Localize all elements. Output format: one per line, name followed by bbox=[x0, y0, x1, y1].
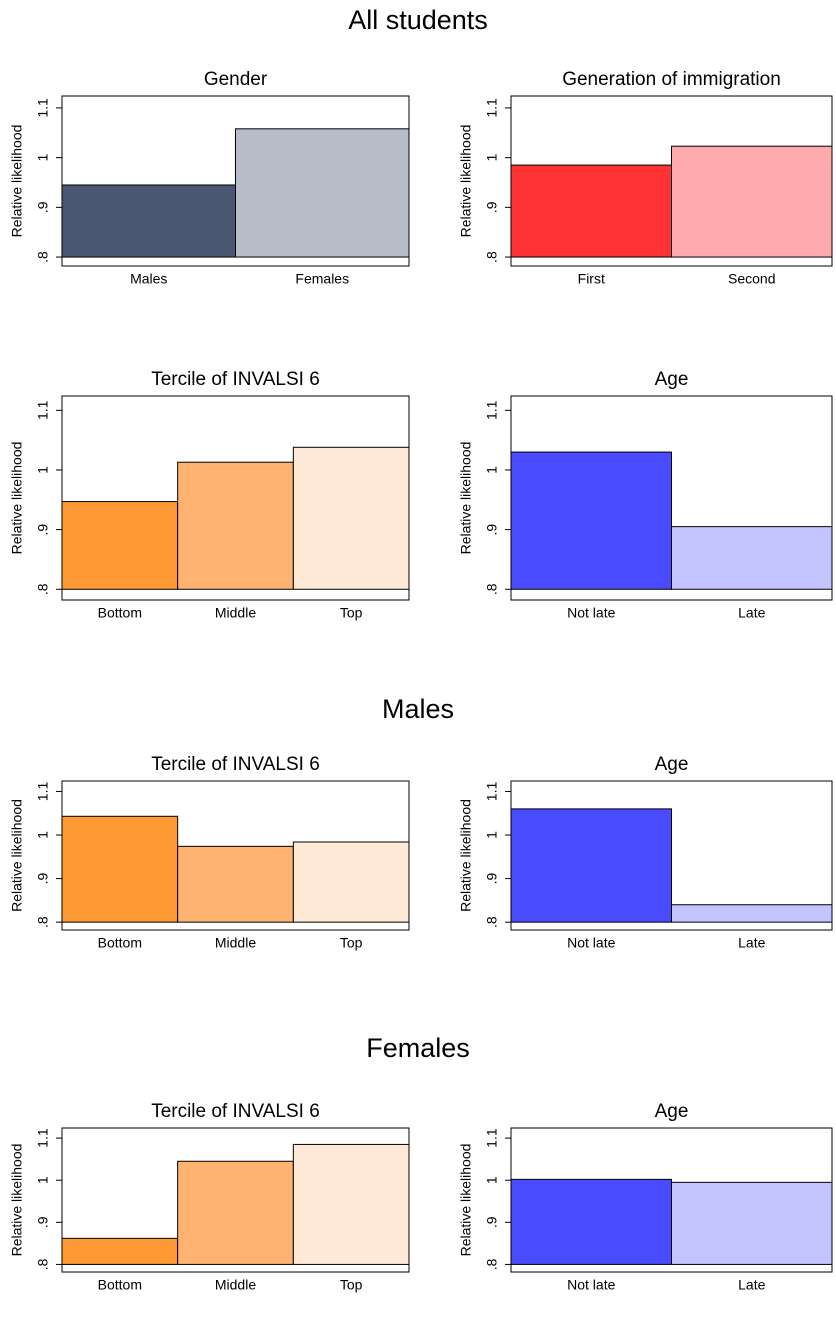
x-tick-label: Females bbox=[295, 271, 349, 287]
bar bbox=[671, 145, 833, 258]
bar bbox=[671, 526, 833, 590]
y-tick-label: .8 bbox=[35, 583, 51, 595]
y-tick-label: 1 bbox=[35, 1176, 51, 1184]
section-title: Males bbox=[382, 694, 454, 724]
y-tick-label: 1.1 bbox=[35, 782, 51, 802]
section-title: Females bbox=[366, 1033, 470, 1063]
bar bbox=[61, 501, 179, 590]
chart-title: Age bbox=[655, 1101, 689, 1122]
bar bbox=[510, 164, 672, 258]
x-tick-label: Bottom bbox=[98, 1277, 142, 1293]
x-tick-label: Late bbox=[738, 1277, 765, 1293]
x-tick-label: Top bbox=[340, 605, 363, 621]
y-axis-label: Relative likelihood bbox=[458, 1144, 474, 1257]
y-tick-label: .9 bbox=[484, 524, 500, 536]
x-tick-label: Middle bbox=[215, 935, 256, 951]
y-tick-label: .9 bbox=[484, 201, 500, 213]
x-tick-label: Middle bbox=[215, 1277, 256, 1293]
y-tick-label: .9 bbox=[484, 1216, 500, 1228]
y-tick-label: 1.1 bbox=[484, 782, 500, 802]
bar bbox=[292, 1143, 410, 1265]
x-tick-label: Not late bbox=[567, 1277, 615, 1293]
bar bbox=[61, 184, 236, 258]
chart-title: Tercile of INVALSI 6 bbox=[151, 369, 320, 390]
y-tick-label: .9 bbox=[35, 873, 51, 885]
x-tick-label: First bbox=[578, 271, 605, 287]
x-tick-label: Middle bbox=[215, 605, 256, 621]
x-tick-label: Not late bbox=[567, 935, 615, 951]
chart-title: Age bbox=[655, 754, 689, 775]
y-tick-label: .9 bbox=[484, 873, 500, 885]
y-axis-label: Relative likelihood bbox=[9, 799, 25, 912]
y-axis-label: Relative likelihood bbox=[458, 125, 474, 238]
y-tick-label: .8 bbox=[484, 1258, 500, 1270]
x-tick-label: Top bbox=[340, 1277, 363, 1293]
y-axis-label: Relative likelihood bbox=[9, 125, 25, 238]
y-tick-label: .9 bbox=[35, 524, 51, 536]
y-tick-label: .8 bbox=[484, 916, 500, 928]
chart-title: Age bbox=[655, 369, 689, 390]
section-title: All students bbox=[348, 5, 488, 35]
y-tick-label: 1.1 bbox=[484, 98, 500, 118]
y-tick-label: 1.1 bbox=[35, 98, 51, 118]
bar bbox=[177, 1160, 294, 1265]
x-tick-label: Bottom bbox=[98, 935, 142, 951]
y-tick-label: 1 bbox=[484, 1176, 500, 1184]
bar bbox=[61, 1237, 179, 1265]
bar bbox=[235, 128, 410, 258]
chart-title: Tercile of INVALSI 6 bbox=[151, 754, 320, 775]
bar bbox=[510, 1178, 672, 1265]
y-tick-label: .8 bbox=[35, 251, 51, 263]
x-tick-label: Bottom bbox=[98, 605, 142, 621]
y-tick-label: 1.1 bbox=[484, 400, 500, 420]
chart-title: Gender bbox=[204, 69, 268, 90]
bar bbox=[292, 841, 410, 923]
y-tick-label: 1 bbox=[484, 154, 500, 162]
chart-title: Generation of immigration bbox=[562, 69, 781, 90]
y-tick-label: .8 bbox=[35, 1258, 51, 1270]
y-tick-label: 1.1 bbox=[35, 1128, 51, 1148]
y-tick-label: 1 bbox=[35, 831, 51, 839]
y-tick-label: .8 bbox=[484, 583, 500, 595]
x-tick-label: Late bbox=[738, 935, 765, 951]
x-tick-label: Not late bbox=[567, 605, 615, 621]
y-tick-label: 1.1 bbox=[35, 400, 51, 420]
bar bbox=[61, 815, 179, 923]
y-tick-label: 1 bbox=[484, 831, 500, 839]
bar bbox=[177, 845, 294, 923]
bar bbox=[292, 446, 410, 590]
bar bbox=[177, 461, 294, 590]
chart-title: Tercile of INVALSI 6 bbox=[151, 1101, 320, 1122]
x-tick-label: Late bbox=[738, 605, 765, 621]
y-axis-label: Relative likelihood bbox=[9, 1144, 25, 1257]
y-tick-label: .9 bbox=[35, 1216, 51, 1228]
x-tick-label: Second bbox=[728, 271, 775, 287]
y-axis-label: Relative likelihood bbox=[458, 799, 474, 912]
bar bbox=[510, 808, 672, 923]
y-axis-label: Relative likelihood bbox=[458, 442, 474, 555]
y-tick-label: 1 bbox=[35, 154, 51, 162]
y-tick-label: .9 bbox=[35, 201, 51, 213]
bar bbox=[671, 1181, 833, 1265]
y-tick-label: .8 bbox=[484, 251, 500, 263]
y-tick-label: 1.1 bbox=[484, 1128, 500, 1148]
y-tick-label: .8 bbox=[35, 916, 51, 928]
x-tick-label: Top bbox=[340, 935, 363, 951]
y-axis-label: Relative likelihood bbox=[9, 442, 25, 555]
y-tick-label: 1 bbox=[35, 466, 51, 474]
bar bbox=[671, 904, 833, 923]
x-tick-label: Males bbox=[130, 271, 167, 287]
y-tick-label: 1 bbox=[484, 466, 500, 474]
bar bbox=[510, 451, 672, 590]
